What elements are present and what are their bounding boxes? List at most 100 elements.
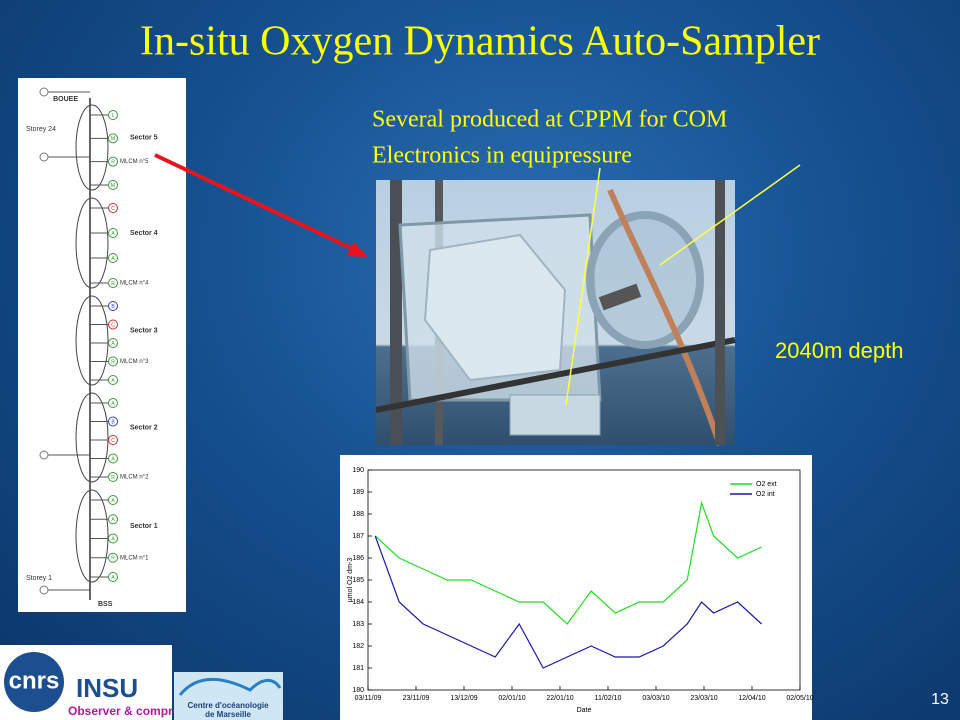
node [108,375,118,385]
y-tick-label: 181 [352,665,364,672]
legend-label: O2 ext [756,481,777,488]
insu-tagline: Observer & comprendre [68,704,206,718]
node-letter: B [111,304,115,310]
node-letter: M [111,183,115,189]
caption-line: Several produced at CPPM for COM [372,107,727,133]
node-letter: A [111,575,115,581]
node [108,398,118,408]
page-number: 13 [931,691,949,708]
node-letter: A [111,378,115,384]
module-label: MLCM n°3 [120,359,149,365]
cnrs-logo-text: cnrs [9,667,60,694]
storey-label: Storey 1 [26,575,52,582]
module-label: MLCM n°5 [120,159,149,165]
node-letter: R [111,359,115,365]
x-axis-label: Date [577,707,592,714]
node-letter: A [111,517,115,523]
x-tick-label: 03/03/10 [642,695,669,702]
y-tick-label: 182 [352,643,364,650]
y-tick-label: 190 [352,467,364,474]
sector-loop [75,295,109,386]
plot-frame [367,469,801,691]
side-node [39,87,49,97]
sector-loop [75,104,109,191]
node-letter: R [111,159,115,165]
pointer-line [659,164,801,266]
side-node [39,585,49,595]
sector-label: Sector 3 [130,327,158,334]
node [108,416,118,427]
node [108,495,118,505]
node-letter: A [111,401,115,407]
sector-loop [75,489,109,583]
y-tick-label: 186 [352,555,364,562]
node-letter: A [111,498,115,504]
node [108,533,118,544]
depth-note: 2040m depth [775,338,903,363]
node [108,356,118,367]
red-arrowhead [346,242,368,257]
node [108,133,118,144]
legend-label: O2 int [756,491,775,498]
red-arrow [154,153,356,252]
cnrs-logo [4,652,64,712]
caption-line: Electronics in equipressure [372,143,632,169]
node-letter: R [111,556,115,562]
y-axis-label: µmol O2 dm-3 [347,558,354,603]
node-letter: L [112,113,115,119]
y-tick-label: 185 [352,577,364,584]
sector-label: Sector 4 [130,230,158,237]
node [108,552,118,563]
sector-loop [75,197,109,289]
y-tick-label: 189 [352,489,364,496]
y-tick-label: 188 [352,511,364,518]
node [108,301,118,311]
node-letter: A [111,256,115,262]
node-letter: C [111,206,115,212]
module-label: MLCM n°2 [120,475,149,481]
insu-logo-text: INSU [76,673,138,703]
node-letter: C [111,322,115,328]
node [108,278,118,288]
slide-title: In-situ Oxygen Dynamics Auto-Sampler [140,19,820,65]
y-tick-label: 183 [352,621,364,628]
node [108,180,118,190]
node-letter: A [111,456,115,462]
com-logo-wave [178,677,282,696]
photo [375,180,736,446]
node [108,203,118,213]
node-letter: A [111,231,115,237]
node-letter: A [111,341,115,347]
diagram-panel [18,78,186,612]
com-logo-text: Centre d'océanologie [187,701,269,710]
x-tick-label: 02/01/10 [498,695,525,702]
node-letter: R [111,281,115,287]
node [108,453,118,464]
node [108,435,118,445]
node [108,514,118,525]
sector-label: Sector 2 [130,424,158,431]
node [108,319,118,330]
node-letter: A [111,536,115,542]
node [108,110,118,120]
node-letter: B [111,419,115,425]
node [108,156,118,167]
y-tick-label: 187 [352,533,364,540]
node [108,572,118,582]
com-logo-text: de Marseille [205,710,251,719]
buoy-label: BOUEE [53,96,78,103]
sector-label: Sector 5 [130,134,158,141]
series-line [374,500,762,625]
anchor-label: BSS [98,601,113,608]
x-tick-label: 02/05/10 [786,695,813,702]
node [108,228,118,238]
sector-label: Sector 1 [130,523,158,530]
storey-label: Storey 24 [26,126,56,133]
node [108,472,118,482]
x-tick-label: 23/11/09 [403,695,430,702]
node [108,253,118,263]
y-tick-label: 184 [352,599,364,606]
side-node [39,450,49,460]
